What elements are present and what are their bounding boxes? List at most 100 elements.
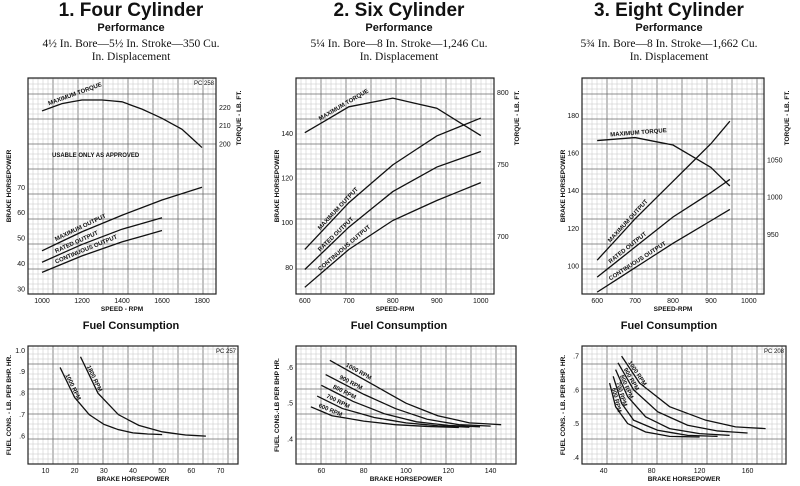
x-tick-label: 120 — [442, 468, 454, 475]
x-tick-label: 1800 — [194, 298, 210, 305]
series-line-maximum-output — [41, 186, 203, 252]
x-tick-label: 140 — [485, 468, 497, 475]
x-tick-label: 30 — [100, 468, 108, 475]
grid — [295, 346, 517, 465]
y-tick-label: .4 — [287, 436, 293, 443]
x-tick-label: 900 — [705, 298, 717, 305]
series-line-continuous-output — [304, 182, 482, 288]
y2-tick-label: 950 — [767, 232, 779, 239]
series-line-900-rpm — [617, 362, 748, 434]
y2-tick-label: 200 — [219, 141, 231, 148]
x-tick-label: 10 — [42, 468, 50, 475]
y-tick-label: .9 — [19, 369, 25, 376]
performance-label: Performance — [365, 22, 433, 34]
x-axis-label: BRAKE HORSEPOWER — [97, 476, 170, 483]
x-tick-label: 900 — [431, 298, 443, 305]
y-tick-label: .7 — [19, 412, 25, 419]
x-tick-label: 800 — [667, 298, 679, 305]
y-tick-label: .8 — [19, 391, 25, 398]
plot-frame — [27, 345, 239, 465]
x-tick-label: 1600 — [154, 298, 170, 305]
performance-label: Performance — [97, 22, 165, 34]
y-tick-label: .6 — [287, 365, 293, 372]
chart-code-label: PC 208 — [764, 349, 785, 355]
spec-line: 5¼ In. Bore—8 In. Stroke—1,246 Cu. — [310, 38, 488, 50]
y2-tick-label: 1050 — [767, 157, 783, 164]
y2-tick-label: 220 — [219, 105, 231, 112]
y-tick-label: 80 — [285, 265, 293, 272]
series-line-800-rpm — [615, 369, 730, 436]
chart-code-label: PC 257 — [216, 349, 237, 355]
spec-line: In. Displacement — [629, 51, 709, 63]
series-line-maximum-torque — [597, 136, 731, 187]
y-tick-label: 180 — [567, 113, 579, 120]
y-tick-label: .6 — [573, 387, 579, 394]
x-tick-label: 40 — [129, 468, 137, 475]
performance-chart-six-cylinder: 600 700 800 900 100080100120140700750800SPEE… — [274, 77, 521, 313]
grid — [581, 346, 786, 465]
plot-frame — [581, 77, 765, 295]
x-tick-label: 700 — [343, 298, 355, 305]
x-axis-label: SPEED - RPM — [101, 306, 143, 313]
series-line-rated-output — [304, 150, 482, 270]
engine-spec: 4½ In. Bore—5½ In. Stroke—350 Cu. In. Di… — [0, 38, 262, 64]
x-tick-label: 1200 — [74, 298, 90, 305]
series-line-900-rpm — [325, 374, 491, 427]
y-axis-label: BRAKE HORSEPOWER — [274, 149, 281, 222]
x-tick-label: 60 — [187, 468, 195, 475]
series-line-rated-output — [596, 178, 731, 278]
x-tick-label: 600 — [591, 298, 603, 305]
y-tick-label: .7 — [573, 354, 579, 361]
x-tick-label: 1000 — [473, 298, 489, 305]
x-tick-label: 60 — [317, 468, 325, 475]
y2-tick-label: 210 — [219, 123, 231, 130]
series-line-maximum-torque — [304, 97, 482, 137]
y-axis-label: BRAKE HORSEPOWER — [6, 149, 13, 222]
y-tick-label: .5 — [287, 401, 293, 408]
y2-tick-label: 1000 — [767, 195, 783, 202]
y-tick-label: 40 — [17, 261, 25, 268]
series-line-700-rpm — [316, 395, 470, 428]
y2-axis-label: TORQUE - LB. FT. — [236, 90, 243, 145]
y2-tick-label: 800 — [497, 90, 509, 97]
performance-chart-four-cylinder: 1000 1200 1400 1600 1800 30 40 50 60 70 200 210 220 S… — [6, 77, 243, 313]
annotation-label: USABLE ONLY AS APPROVED — [52, 153, 140, 159]
series-line-maximum-output — [304, 117, 482, 250]
y2-axis-label: TORQUE - LB. FT. — [514, 90, 521, 145]
x-tick-label: 80 — [648, 468, 656, 475]
x-tick-label: 100 — [400, 468, 412, 475]
series-line-continuous-output — [41, 229, 163, 274]
series-line-1000-rpm — [59, 367, 163, 436]
series-line-800-rpm — [321, 384, 481, 428]
x-tick-label: 80 — [360, 468, 368, 475]
y-tick-label: 140 — [281, 131, 293, 138]
grid — [27, 346, 239, 465]
engine-spec: 5¼ In. Bore—8 In. Stroke—1,246 Cu. In. D… — [268, 38, 530, 64]
x-tick-label: 70 — [217, 468, 225, 475]
y2-tick-label: 700 — [497, 234, 509, 241]
fuel-chart-four-cylinder: 10 20 30 40 50 60 70 .6 .7 .8 .9 1.0 BRAKE HORSEPOWE… — [6, 345, 239, 483]
x-axis-label: BRAKE HORSEPOWER — [370, 476, 443, 483]
x-tick-label: 50 — [158, 468, 166, 475]
y-tick-label: 100 — [281, 220, 293, 227]
x-tick-label: 1000 — [741, 298, 757, 305]
spec-line: In. Displacement — [91, 51, 171, 63]
x-tick-label: 20 — [71, 468, 79, 475]
y-tick-label: 120 — [281, 176, 293, 183]
plot-frame — [295, 77, 495, 295]
x-tick-label: 800 — [387, 298, 399, 305]
series-line-1000-rpm — [621, 355, 766, 430]
x-axis-label: SPEED-RPM — [654, 306, 693, 313]
x-tick-label: 1000 — [34, 298, 50, 305]
x-axis-label: SPEED-RPM — [376, 306, 415, 313]
fuel-consumption-label: Fuel Consumption — [350, 320, 448, 332]
spec-line: In. Displacement — [359, 51, 439, 63]
y-tick-label: 140 — [567, 188, 579, 195]
fuel-chart-six-cylinder: 60 80 100 120 140 .4 .5 .6 BRAKE HORSEPOWER FUEL … — [274, 345, 517, 483]
series-line-continuous-output — [596, 208, 731, 293]
y-axis-label: FUEL CONS. - LB. PER BHP. HR. — [6, 355, 13, 455]
series-label-maximum-torque: MAXIMUM TORQUE — [610, 128, 667, 138]
y-axis-label: FUEL CONS.-LB PER BHP HR. — [274, 358, 281, 452]
engine-spec: 5¾ In. Bore—8 In. Stroke—1,662 Cu. In. D… — [538, 38, 800, 64]
x-tick-label: 700 — [629, 298, 641, 305]
